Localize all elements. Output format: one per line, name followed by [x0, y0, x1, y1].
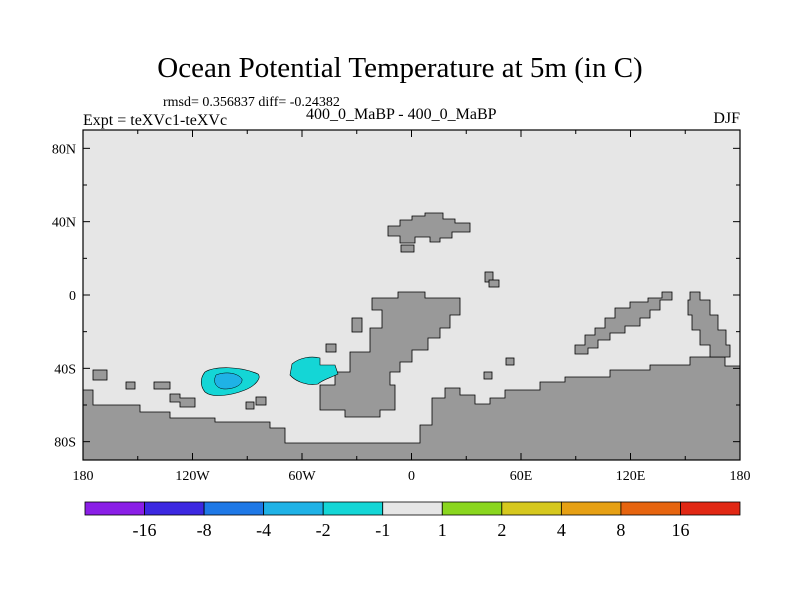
- land-islet-l: [245, 401, 255, 410]
- colorbar-label: 2: [497, 520, 506, 540]
- land-islet-north: [400, 244, 415, 253]
- colorbar-swatch: [620, 501, 681, 516]
- land-peninsula-east: [687, 291, 731, 358]
- y-tick-label: 0: [69, 289, 76, 304]
- colorbar-label: -1: [375, 520, 390, 540]
- colorbar-label: -2: [316, 520, 331, 540]
- colorbar-swatch: [441, 501, 503, 516]
- x-tick-label: 60E: [510, 469, 533, 484]
- colorbar-label: -16: [133, 520, 157, 540]
- land-islet-i: [153, 381, 171, 390]
- colorbar-swatch: [144, 501, 205, 516]
- colorbar-swatch: [680, 501, 741, 516]
- x-tick-label: 0: [408, 469, 415, 484]
- land-islet-f: [483, 371, 493, 380]
- x-tick-label: 180: [73, 469, 94, 484]
- colorbar-swatch: [84, 501, 145, 516]
- map-panel: [82, 129, 741, 461]
- anomaly-east-outer: [289, 356, 339, 385]
- y-tick-label: 40S: [54, 362, 76, 377]
- land-mask: [82, 212, 741, 461]
- colorbar-label: 4: [557, 520, 566, 540]
- colorbar-swatch: [382, 501, 443, 516]
- colorbar-swatch: [263, 501, 324, 516]
- land-antarctica: [82, 356, 741, 461]
- colorbar-label: -8: [197, 520, 212, 540]
- land-islet-d: [325, 343, 337, 353]
- x-axis-labels: 180 120W 60W 0 60E 120E 180: [73, 469, 751, 484]
- anomaly-west-inner: [214, 372, 243, 390]
- x-tick-label: 120E: [616, 469, 646, 484]
- y-tick-label: 80S: [54, 436, 76, 451]
- land-continent-east: [574, 291, 673, 355]
- y-axis-labels: 80N 40N 0 40S 80S: [52, 142, 76, 450]
- colorbar-labels: -16 -8 -4 -2 -1 1 2 4 8 16: [133, 520, 690, 540]
- colorbar: [84, 501, 741, 516]
- colorbar-swatch: [501, 501, 562, 516]
- land-islet-g: [92, 369, 108, 381]
- colorbar-label: 16: [671, 520, 689, 540]
- y-tick-label: 80N: [52, 142, 76, 157]
- land-islet-k: [255, 396, 267, 406]
- land-islet-b: [488, 279, 500, 288]
- land-northern-strip: [387, 212, 471, 244]
- chart-title: Ocean Potential Temperature at 5m (in C): [157, 52, 643, 84]
- colorbar-swatch: [560, 501, 622, 516]
- season-label: DJF: [713, 110, 740, 127]
- colorbar-swatch: [322, 501, 384, 516]
- anomaly-layer: [200, 356, 339, 396]
- land-islet-e: [505, 357, 515, 366]
- land-islet-h: [125, 381, 136, 390]
- x-tick-label: 120W: [175, 469, 210, 484]
- land-continent-central: [319, 291, 461, 418]
- x-tick-label: 60W: [288, 469, 316, 484]
- axis-ticks: [82, 130, 741, 460]
- land-islet-j: [169, 393, 196, 408]
- y-tick-label: 40N: [52, 216, 76, 231]
- colorbar-swatch: [203, 501, 265, 516]
- land-islet-c: [351, 317, 363, 333]
- colorbar-label: -4: [256, 520, 271, 540]
- colorbar-label: 1: [438, 520, 447, 540]
- experiment-label: Expt = teXVc1-teXVc: [83, 112, 228, 129]
- x-tick-label: 180: [730, 469, 751, 484]
- stats-line: rmsd= 0.356837 diff= -0.24382: [163, 95, 340, 110]
- difference-label: 400_0_MaBP - 400_0_MaBP: [306, 106, 497, 123]
- colorbar-label: 8: [616, 520, 625, 540]
